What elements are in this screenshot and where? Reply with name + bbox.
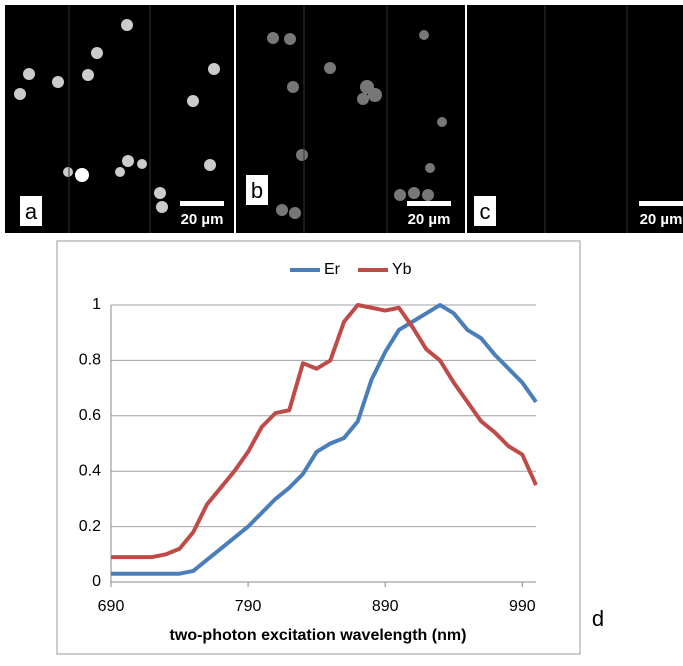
panel-label-box bbox=[20, 196, 42, 226]
scale-text: 20 µm bbox=[408, 211, 451, 228]
tile-seams bbox=[68, 5, 628, 233]
y-tick-label: 0 bbox=[92, 573, 101, 590]
micrographs: a b c 20 µm 20 µm 20 µm bbox=[5, 5, 683, 233]
panel-label: c bbox=[480, 199, 491, 224]
scale-bar bbox=[407, 201, 451, 206]
scale-bar bbox=[180, 201, 224, 206]
scale-text: 20 µm bbox=[640, 211, 683, 228]
y-tick-label: 1 bbox=[92, 296, 101, 313]
scale-bar bbox=[639, 201, 683, 206]
scale-text: 20 µm bbox=[181, 211, 224, 228]
x-tick-label: 990 bbox=[509, 598, 536, 615]
panel-label: d bbox=[592, 606, 604, 631]
x-axis-label: two-photon excitation wavelength (nm) bbox=[170, 627, 467, 644]
series-line bbox=[111, 303, 538, 576]
y-tick-label: 0.6 bbox=[79, 407, 101, 424]
cells-a bbox=[14, 19, 220, 213]
x-tick-label: 790 bbox=[235, 598, 262, 615]
legend-label: Yb bbox=[392, 261, 412, 278]
y-tick-label: 0.8 bbox=[79, 352, 101, 369]
cells-b bbox=[267, 30, 447, 219]
legend-label: Er bbox=[324, 261, 341, 278]
panel-c-image bbox=[467, 5, 683, 233]
panel-label: a bbox=[25, 199, 38, 224]
x-tick-label: 890 bbox=[372, 598, 399, 615]
panel-a-image bbox=[5, 5, 234, 233]
chart-frame bbox=[56, 240, 581, 655]
panel-label: b bbox=[251, 178, 263, 203]
series-line bbox=[111, 303, 538, 560]
panel-label-box bbox=[474, 196, 496, 226]
y-tick-label: 0.4 bbox=[79, 462, 101, 479]
x-tick-label: 690 bbox=[98, 598, 125, 615]
y-tick-label: 0.2 bbox=[79, 518, 101, 535]
panel-label-box bbox=[246, 175, 268, 205]
